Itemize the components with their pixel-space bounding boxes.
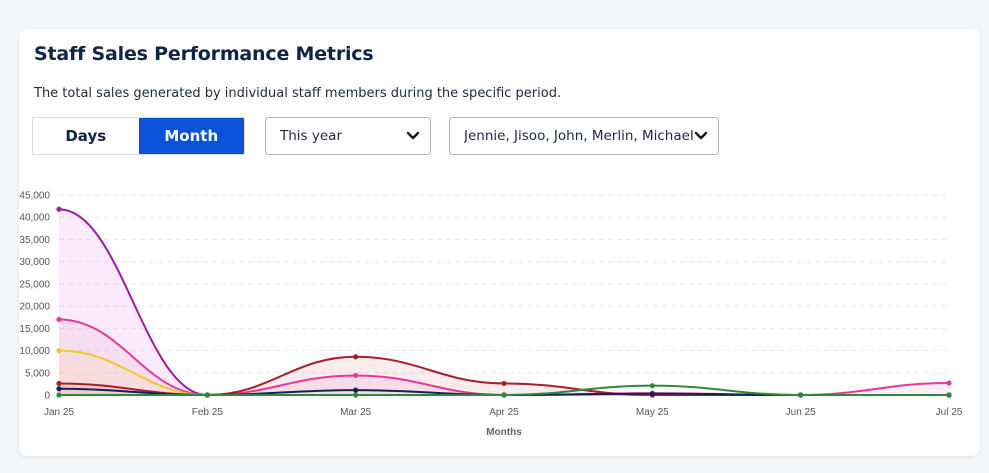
data-point — [204, 392, 210, 398]
data-point — [56, 386, 62, 392]
x-tick-label: Mar 25 — [340, 407, 372, 418]
period-select[interactable]: This year — [265, 117, 431, 155]
x-tick-label: Apr 25 — [489, 407, 519, 418]
staff-select[interactable]: Jennie, Jisoo, John, Merlin, Michael... — [449, 117, 719, 155]
data-point — [353, 372, 359, 379]
data-point — [56, 206, 62, 212]
data-point — [56, 392, 62, 398]
range-toggle: Days Month — [32, 117, 245, 155]
y-tick-label: 5,000 — [25, 368, 50, 379]
chevron-down-icon — [694, 131, 708, 140]
y-tick-label: 10,000 — [19, 346, 50, 357]
sales-chart: 0 5,000 10,000 15,000 20,000 25,000 30,000 35,0… — [19, 191, 963, 439]
y-tick-label: 45,000 — [19, 191, 50, 202]
data-point — [353, 354, 359, 360]
data-point — [649, 383, 655, 389]
data-point — [946, 380, 952, 386]
page-title: Staff Sales Performance Metrics — [34, 43, 374, 65]
y-tick-label: 25,000 — [19, 279, 50, 290]
y-tick-label: 0 — [44, 391, 50, 402]
x-axis-title: Months — [486, 427, 522, 438]
page-subtitle: The total sales generated by individual … — [34, 86, 562, 101]
data-point — [501, 392, 507, 398]
data-point — [56, 380, 62, 387]
chevron-down-icon — [406, 131, 420, 140]
y-tick-label: 20,000 — [19, 302, 50, 313]
month-toggle-button[interactable]: Month — [138, 118, 244, 154]
data-point — [649, 391, 655, 397]
period-select-value: This year — [280, 128, 342, 144]
data-point — [501, 380, 507, 387]
x-tick-label: May 25 — [636, 407, 669, 418]
y-tick-label: 30,000 — [19, 257, 50, 268]
y-tick-label: 15,000 — [19, 324, 50, 335]
y-tick-label: 35,000 — [19, 235, 50, 246]
data-point — [353, 387, 359, 393]
x-tick-label: Jul 25 — [936, 407, 963, 418]
days-toggle-button[interactable]: Days — [65, 127, 107, 145]
data-point — [946, 392, 952, 398]
series-area — [59, 209, 949, 395]
y-tick-label: 40,000 — [19, 213, 50, 224]
data-point — [56, 347, 62, 354]
series-area — [59, 356, 949, 395]
series-area — [59, 319, 949, 395]
x-tick-label: Feb 25 — [192, 407, 224, 418]
series-line — [58, 208, 949, 397]
data-point — [798, 392, 804, 398]
sales-card: Staff Sales Performance Metrics The tota… — [19, 29, 980, 456]
x-tick-label: Jun 25 — [786, 407, 816, 418]
data-point — [56, 316, 62, 323]
staff-select-value: Jennie, Jisoo, John, Merlin, Michael... — [464, 128, 694, 144]
x-tick-label: Jan 25 — [44, 407, 74, 418]
data-point — [353, 392, 359, 398]
